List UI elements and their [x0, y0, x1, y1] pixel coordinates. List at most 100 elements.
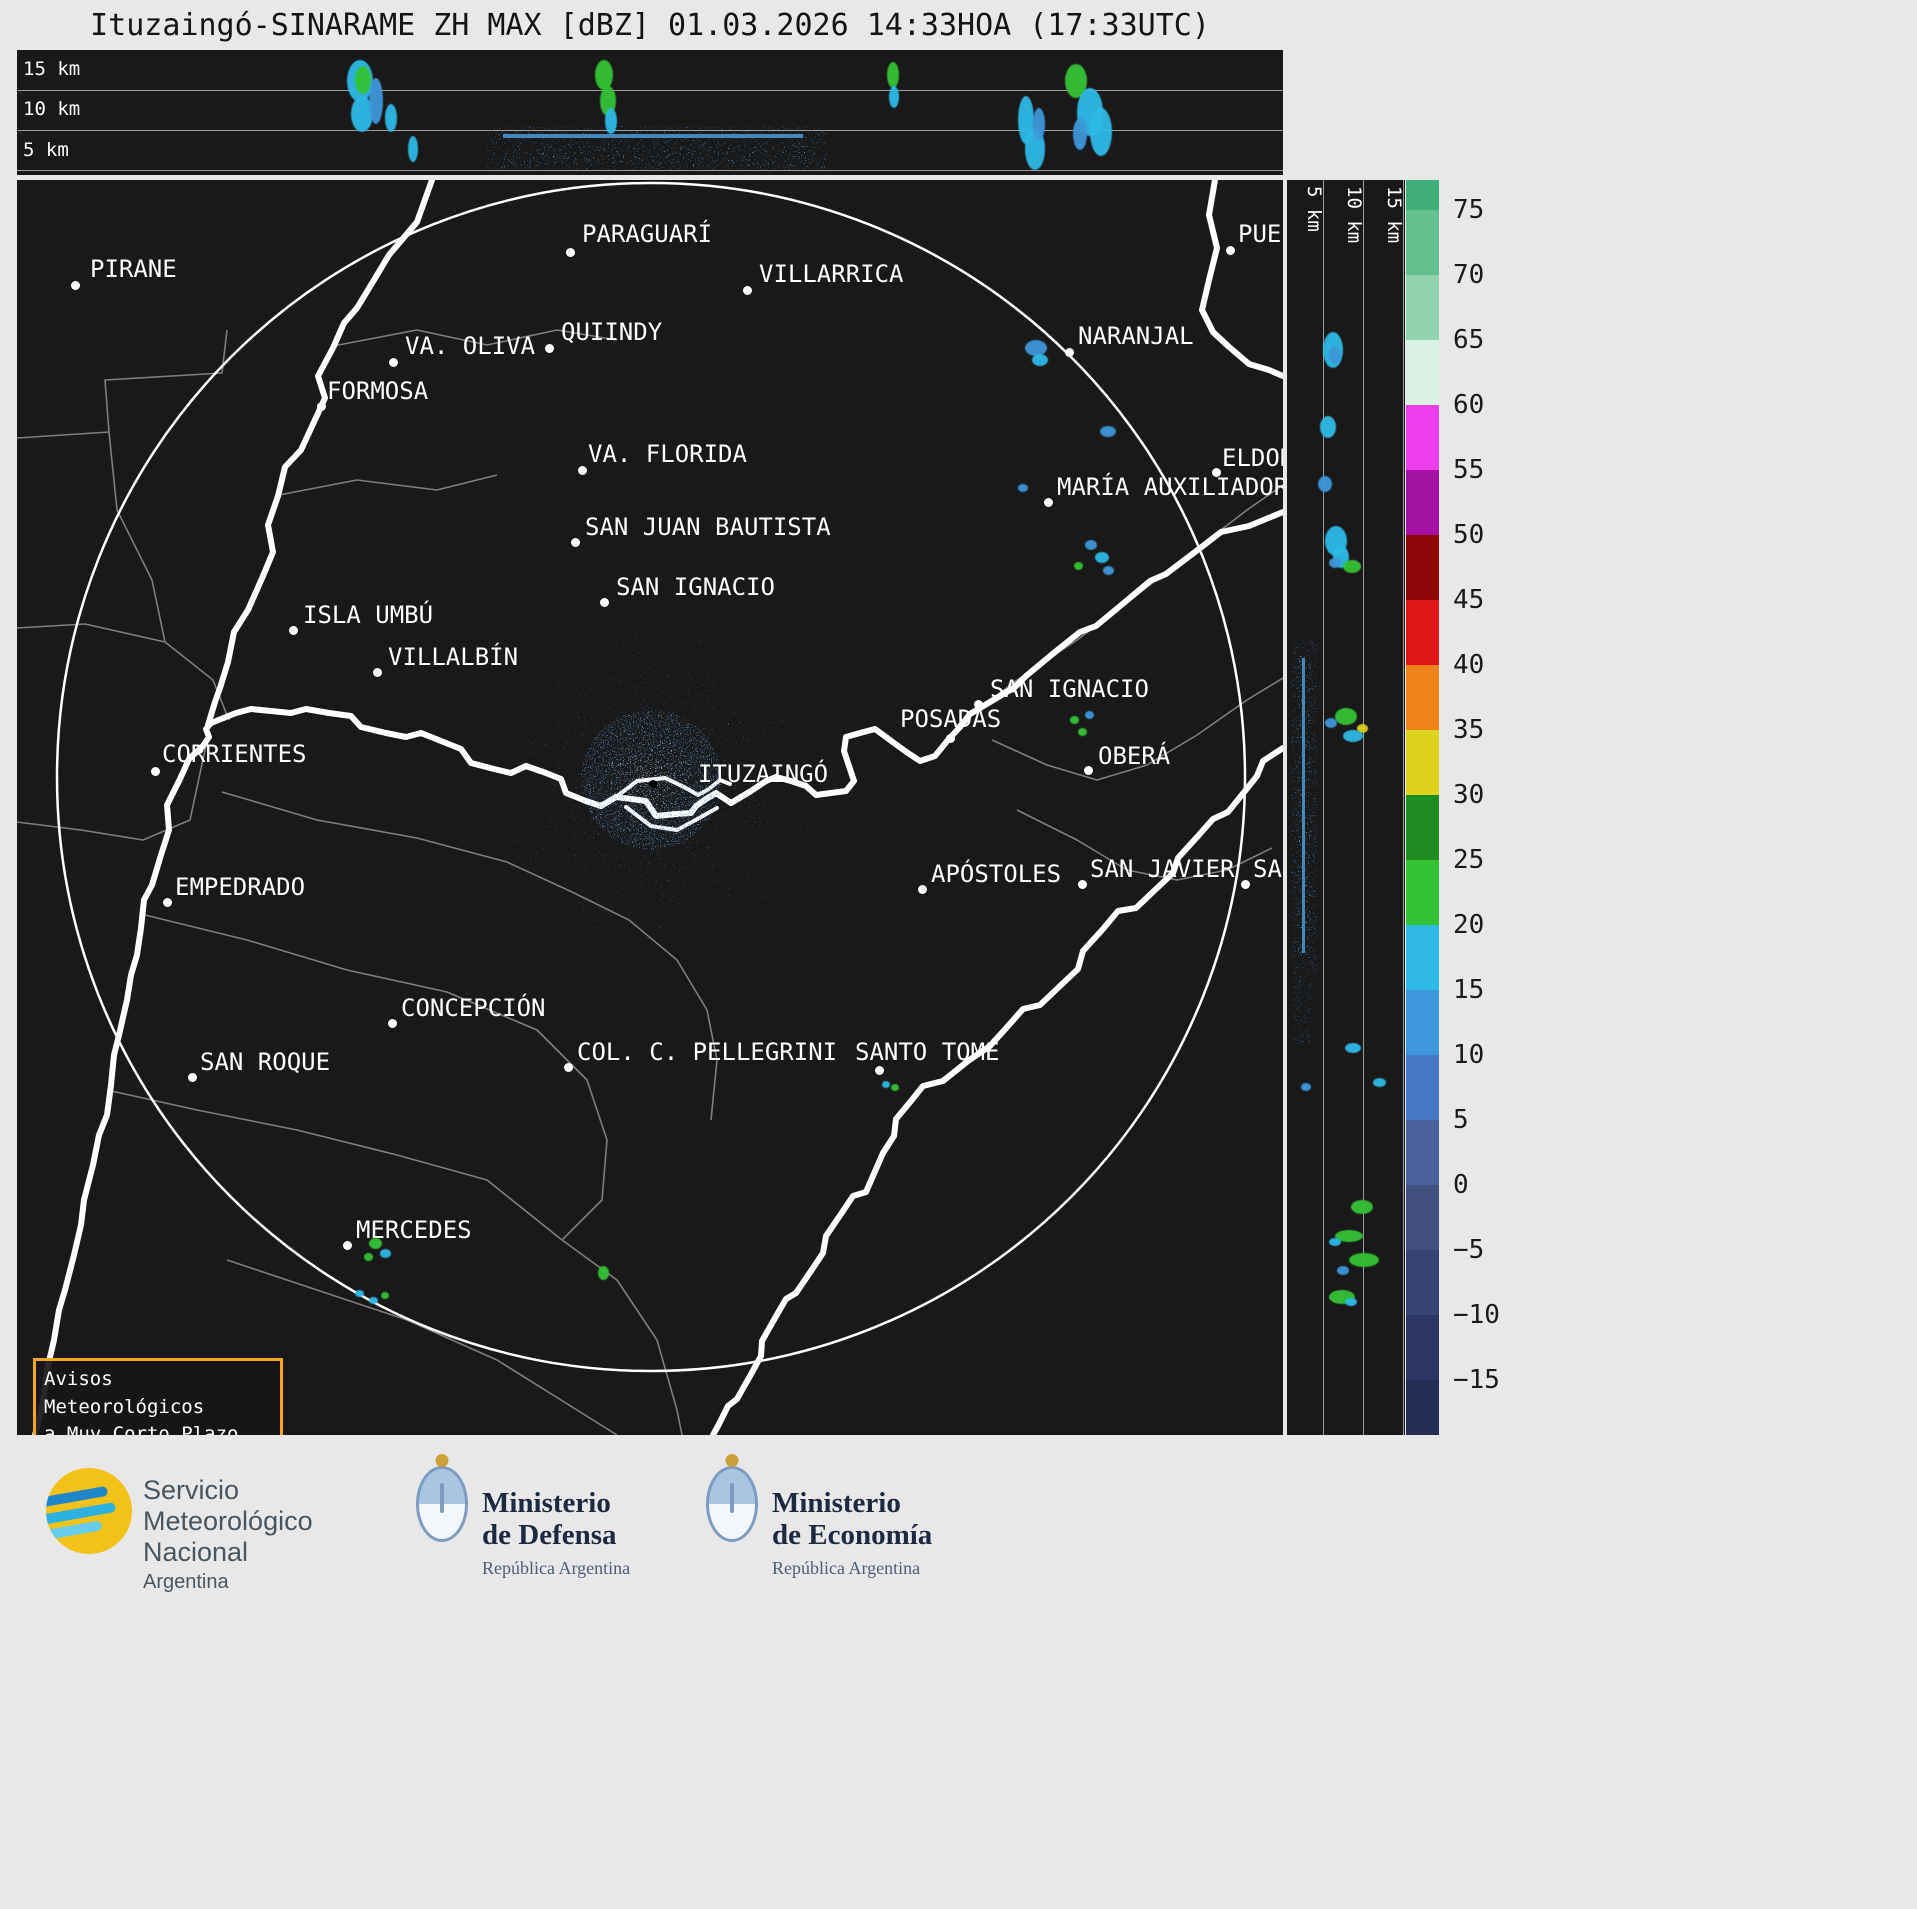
city-marker: [577, 465, 587, 475]
map-overlay: [17, 180, 1283, 1435]
radar-echo: [1337, 1266, 1349, 1275]
radar-echo: [380, 1249, 391, 1258]
city-marker: [973, 699, 983, 709]
city-marker: [70, 280, 80, 290]
radar-echo: [1329, 558, 1341, 568]
city-label: VILLARRICA: [759, 260, 904, 288]
city-marker: [162, 897, 172, 907]
radar-echo: [1301, 1083, 1311, 1091]
notice-line2: a Muy Corto Plazo: [44, 1423, 239, 1435]
rivers: [32, 180, 1283, 1435]
radar-echo: [385, 104, 397, 132]
smn-line1: Servicio: [143, 1475, 240, 1505]
city-marker: [563, 1062, 573, 1072]
radar-echo: [355, 66, 371, 94]
smn-country: Argentina: [143, 1571, 229, 1594]
city-label: SAN IGNACIO: [990, 675, 1149, 703]
altitude-label: 5 km: [23, 139, 69, 161]
colorbar-tick-label: 30: [1453, 780, 1485, 810]
radar-echo: [369, 78, 383, 124]
colorbar-tick-label: 50: [1453, 520, 1485, 550]
radar-echo: [889, 86, 899, 108]
radar-echo: [1085, 711, 1094, 719]
city-label: ISLA UMBÚ: [303, 601, 434, 629]
radar-echo: [408, 136, 418, 162]
radar-echo: [1018, 484, 1028, 492]
colorbar-segment: [1406, 1185, 1439, 1250]
smn-swoosh-icon: [46, 1520, 103, 1542]
altitude-gridline: [1403, 180, 1404, 1435]
radar-echo: [1343, 730, 1363, 742]
radar-echo: [1329, 1238, 1341, 1246]
colorbar-segment: [1406, 1120, 1439, 1185]
colorbar-tick-label: −5: [1453, 1235, 1485, 1265]
colorbar-scale: [1406, 180, 1439, 1435]
city-marker: [387, 1018, 397, 1028]
city-label: COL. C. PELLEGRINI: [577, 1038, 838, 1066]
colorbar-segment: [1406, 860, 1439, 925]
city-marker: [1043, 497, 1053, 507]
ministry-line2: de Economía: [772, 1519, 933, 1552]
radar-echo: [1357, 724, 1368, 733]
city-marker: [544, 343, 554, 353]
colorbar-segment: [1406, 1055, 1439, 1120]
colorbar-tick-label: 45: [1453, 585, 1485, 615]
colorbar-segment: [1406, 275, 1439, 340]
radar-echo: [887, 62, 899, 88]
city-label: POSADAS: [900, 705, 1002, 733]
city-marker: [599, 597, 609, 607]
colorbar-segment: [1406, 925, 1439, 990]
radar-echo: [1085, 540, 1097, 550]
smn-swoosh-icon: [46, 1501, 117, 1527]
ministry-subtitle: República Argentina: [482, 1557, 631, 1578]
range-ring: [55, 181, 1247, 1373]
economia-coat-of-arms-icon: [706, 1466, 758, 1542]
notice-box: Avisos Meteorológicos a Muy Corto Plazo: [33, 1358, 283, 1435]
city-label: VILLALBÍN: [388, 643, 519, 671]
radar-echo: [381, 1292, 389, 1299]
altitude-label: 5 km: [1303, 186, 1325, 232]
ministry-line1: Ministerio: [482, 1487, 611, 1519]
altitude-gridline: [1363, 180, 1364, 1435]
radar-echo: [891, 1084, 899, 1091]
colorbar: 75 70 65 60 55 50 45 40 35 30 25 20 15 10 5 0 −5 −10 −15: [1406, 180, 1556, 1435]
ministry-line1: Ministerio: [772, 1487, 901, 1519]
radar-echo: [369, 1238, 382, 1249]
colorbar-segment: [1406, 665, 1439, 730]
colorbar-tick-label: 20: [1453, 910, 1485, 940]
right-cross-section-clutter: [1291, 640, 1317, 1045]
defensa-wordmark: Ministerio de Defensa República Argentin…: [482, 1487, 630, 1579]
radar-echo: [1318, 476, 1332, 492]
city-label: PUERTO: [1238, 220, 1283, 248]
colorbar-segment: [1406, 210, 1439, 275]
colorbar-segment: [1406, 180, 1439, 210]
city-marker: [1064, 347, 1074, 357]
altitude-label: 15 km: [23, 58, 81, 80]
radar-echo: [1090, 108, 1112, 156]
radar-echo: [1345, 1298, 1357, 1306]
city-label: VA. OLIVA: [405, 332, 536, 360]
city-marker: [388, 357, 398, 367]
radar-title: Ituzaingó-SINARAME ZH MAX [dBZ] 01.03.20…: [90, 8, 1210, 43]
colorbar-tick-label: 40: [1453, 650, 1485, 680]
radar-echo: [1070, 716, 1079, 724]
ministry-subtitle: República Argentina: [772, 1557, 921, 1578]
colorbar-tick-label: 35: [1453, 715, 1485, 745]
colorbar-tick-label: 60: [1453, 390, 1485, 420]
radar-echo: [1345, 1043, 1361, 1053]
radar-echo: [1325, 718, 1337, 728]
map-panel: Avisos Meteorológicos a Muy Corto Plazo …: [17, 180, 1283, 1435]
altitude-label: 15 km: [1383, 186, 1405, 244]
radar-echo: [1351, 1200, 1373, 1214]
right-cross-section-panel: 5 km 10 km 15 km: [1287, 180, 1405, 1435]
clutter-streak: [487, 126, 827, 170]
radar-echo: [1343, 560, 1361, 573]
city-marker: [1083, 765, 1093, 775]
colorbar-tick-label: 65: [1453, 325, 1485, 355]
radar-echo: [882, 1081, 890, 1088]
city-marker: [917, 884, 927, 894]
colorbar-segment: [1406, 470, 1439, 535]
city-marker: [316, 401, 326, 411]
radar-echo: [1025, 340, 1047, 356]
